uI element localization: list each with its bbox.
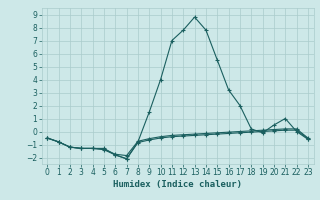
X-axis label: Humidex (Indice chaleur): Humidex (Indice chaleur): [113, 180, 242, 189]
